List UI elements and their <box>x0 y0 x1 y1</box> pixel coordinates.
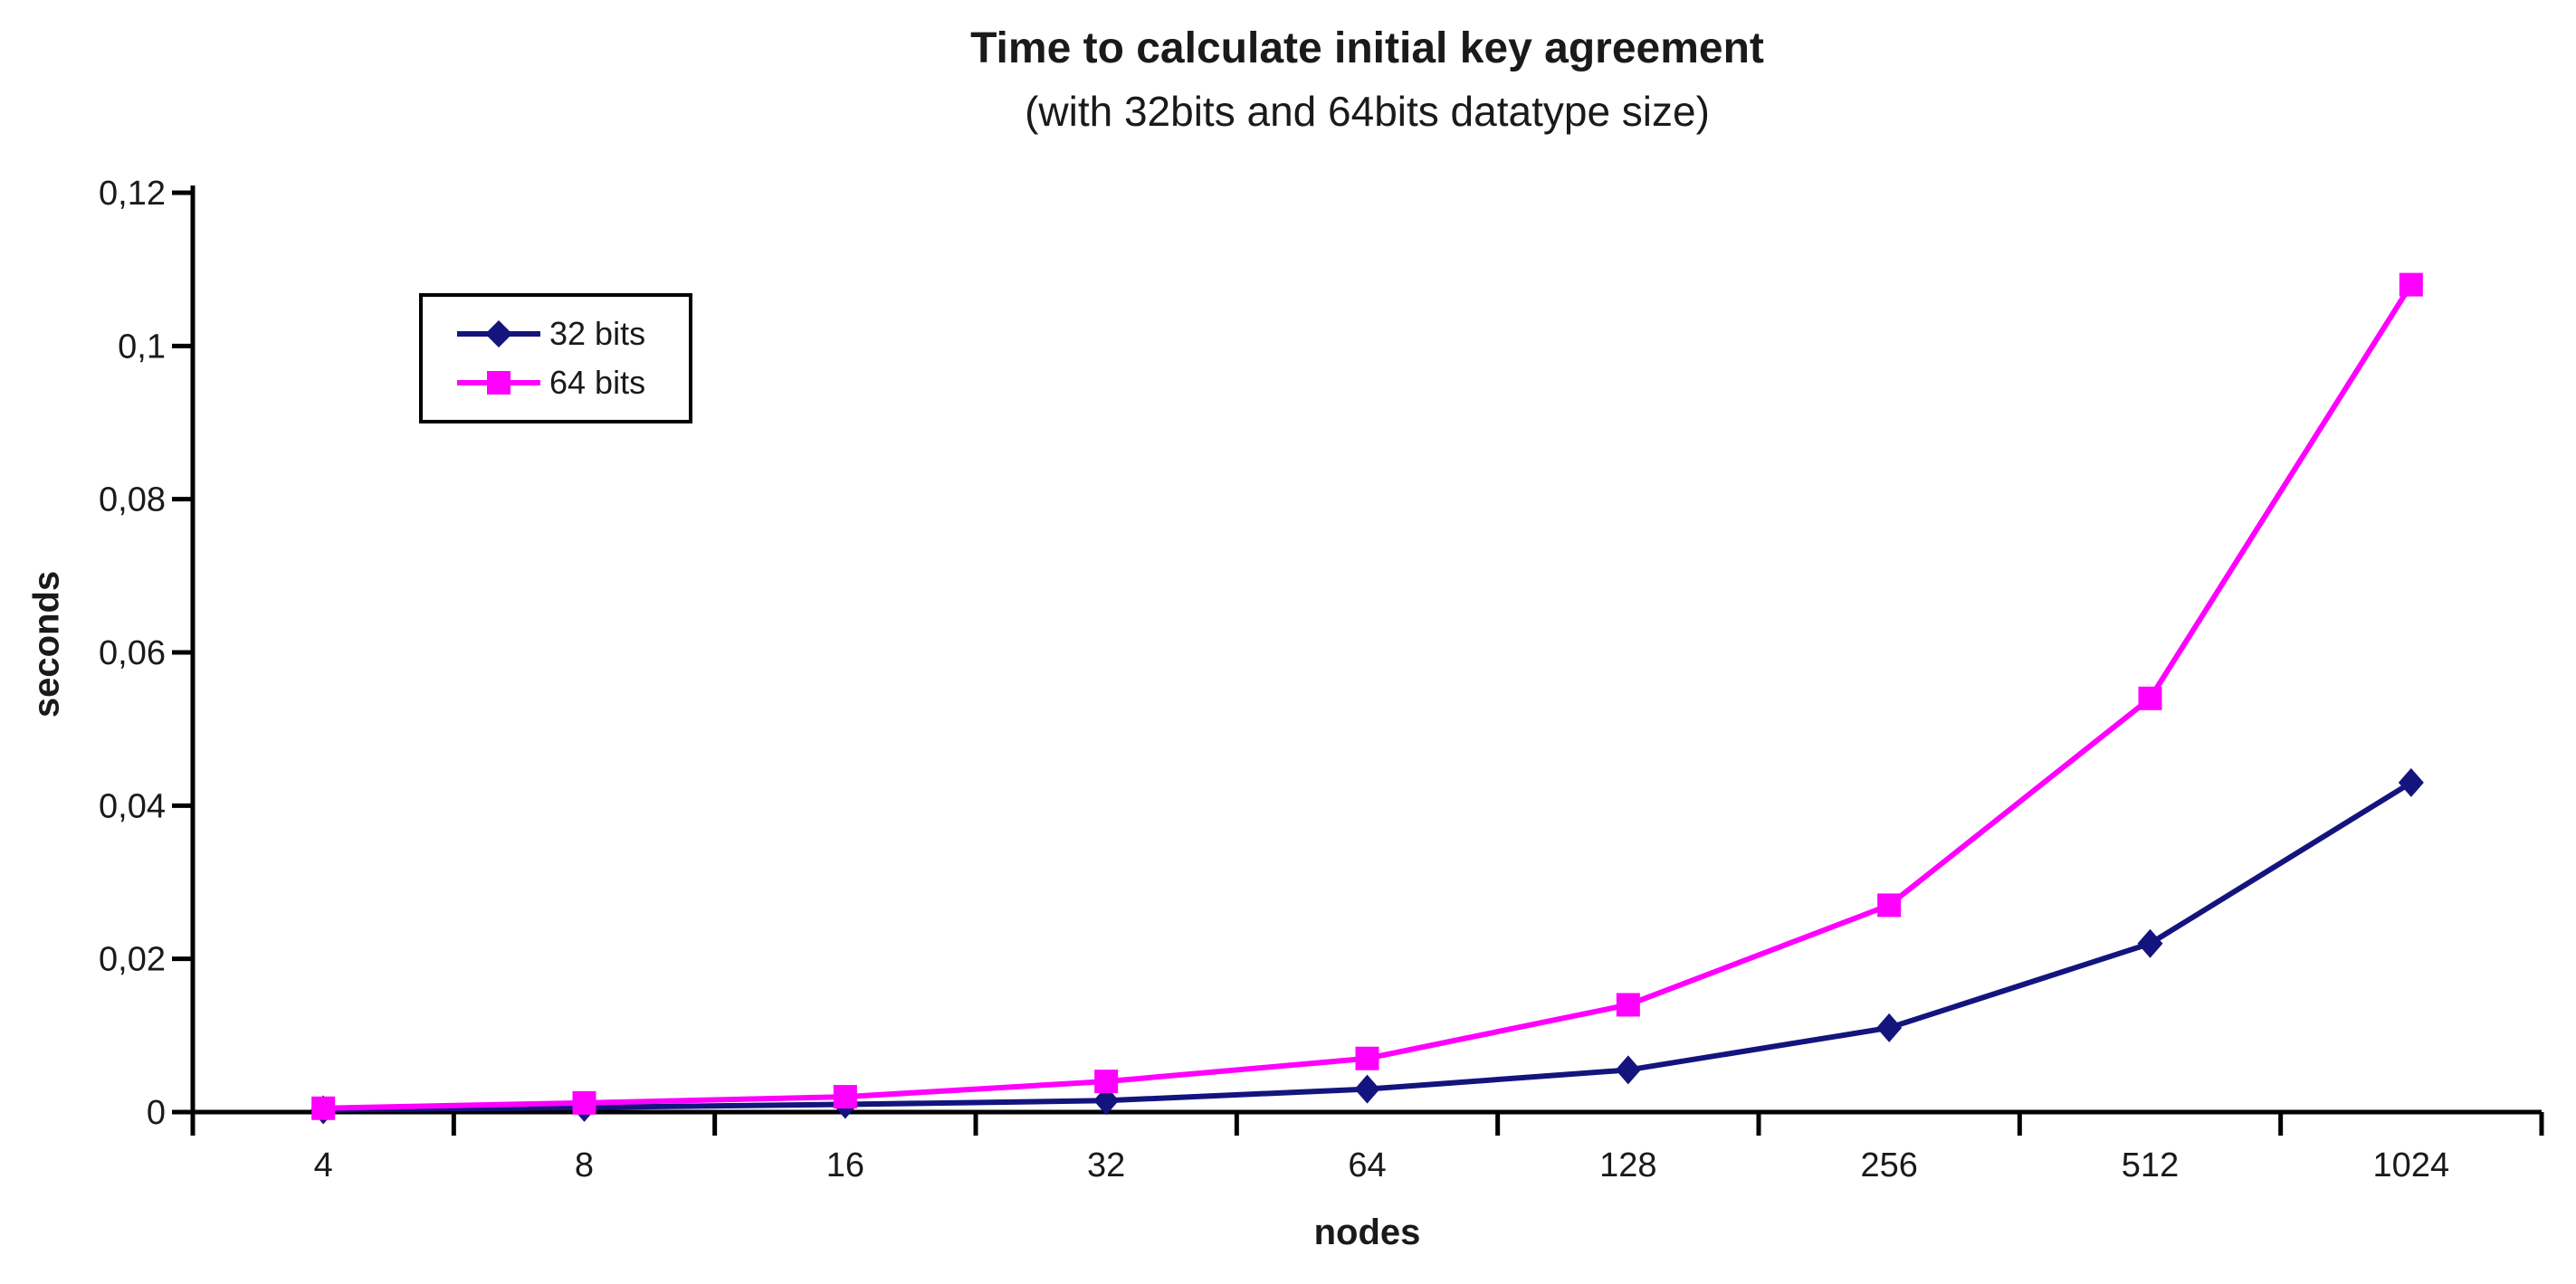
y-tick-label: 0,04 <box>99 787 166 825</box>
marker-square <box>1616 993 1640 1017</box>
marker-diamond <box>1876 1013 1903 1042</box>
marker-diamond <box>1354 1074 1380 1104</box>
series-64-bits <box>311 272 2423 1120</box>
marker-square <box>1094 1070 1119 1094</box>
x-tick-label: 64 <box>1348 1146 1386 1184</box>
marker-square <box>572 1090 596 1115</box>
y-tick-label: 0 <box>147 1094 166 1132</box>
legend-swatch-diamond-icon <box>457 320 540 347</box>
x-axis-title: nodes <box>1313 1213 1421 1252</box>
x-tick-label: 1024 <box>2373 1146 2450 1184</box>
marker-diamond <box>1615 1055 1641 1085</box>
chart-subtitle: (with 32bits and 64bits datatype size) <box>1025 88 1710 135</box>
marker-square <box>1355 1046 1379 1070</box>
x-tick-label: 16 <box>826 1146 864 1184</box>
legend-item-64bits: 64 bits <box>457 364 689 401</box>
x-tick-label: 128 <box>1599 1146 1656 1184</box>
marker-square <box>833 1085 857 1109</box>
chart-title: Time to calculate initial key agreement <box>970 24 1764 72</box>
marker-square <box>2399 272 2423 297</box>
y-tick-label: 0,08 <box>99 481 166 519</box>
marker-diamond <box>1093 1086 1120 1116</box>
y-tick-label: 0,02 <box>99 941 166 979</box>
legend-label: 32 bits <box>549 315 646 352</box>
legend-label: 64 bits <box>549 364 646 401</box>
x-tick-label: 4 <box>314 1146 333 1184</box>
legend: 32 bits 64 bits <box>419 293 692 423</box>
marker-diamond <box>2137 928 2163 958</box>
series-32-bits <box>310 767 2424 1125</box>
y-tick-label: 0,12 <box>99 175 166 213</box>
marker-square <box>2138 686 2162 710</box>
y-tick-label: 0,06 <box>99 634 166 672</box>
x-tick-label: 8 <box>575 1146 594 1184</box>
marker-square <box>1877 893 1902 918</box>
y-tick-label: 0,1 <box>118 328 166 366</box>
x-tick-label: 256 <box>1860 1146 1917 1184</box>
legend-item-32bits: 32 bits <box>457 315 689 352</box>
marker-diamond <box>2398 767 2424 797</box>
marker-square <box>311 1096 336 1120</box>
legend-swatch-square-icon <box>457 371 540 395</box>
x-tick-label: 512 <box>2122 1146 2179 1184</box>
x-tick-label: 32 <box>1087 1146 1125 1184</box>
